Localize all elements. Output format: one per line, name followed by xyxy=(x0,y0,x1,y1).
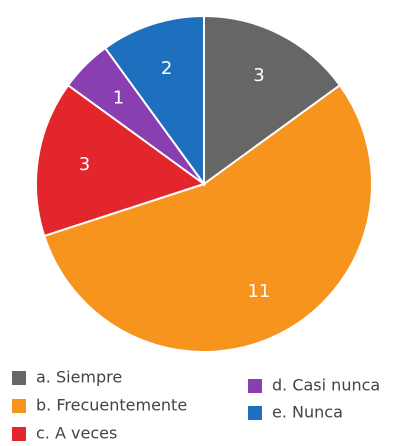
slice-label: 2 xyxy=(161,58,172,79)
slice-label: 11 xyxy=(247,281,270,302)
legend-label: d. Casi nunca xyxy=(272,376,380,395)
slice-label: 1 xyxy=(113,87,124,108)
pie-slice xyxy=(103,14,205,188)
legend-swatch xyxy=(248,406,262,420)
pie-slice xyxy=(203,14,342,186)
legend-label: a. Siempre xyxy=(36,368,122,387)
legend-swatch xyxy=(12,371,26,385)
legend-swatch xyxy=(12,427,26,441)
pie-slice xyxy=(35,83,207,238)
legend-label: b. Frecuentemente xyxy=(36,396,187,415)
pie-slice xyxy=(42,83,373,353)
legend-label: c. A veces xyxy=(36,424,117,443)
legend-swatch xyxy=(248,379,262,393)
slice-label: 3 xyxy=(253,65,264,86)
legend-swatch xyxy=(12,399,26,413)
slice-label: 3 xyxy=(79,154,90,175)
legend-label: e. Nunca xyxy=(272,403,343,422)
